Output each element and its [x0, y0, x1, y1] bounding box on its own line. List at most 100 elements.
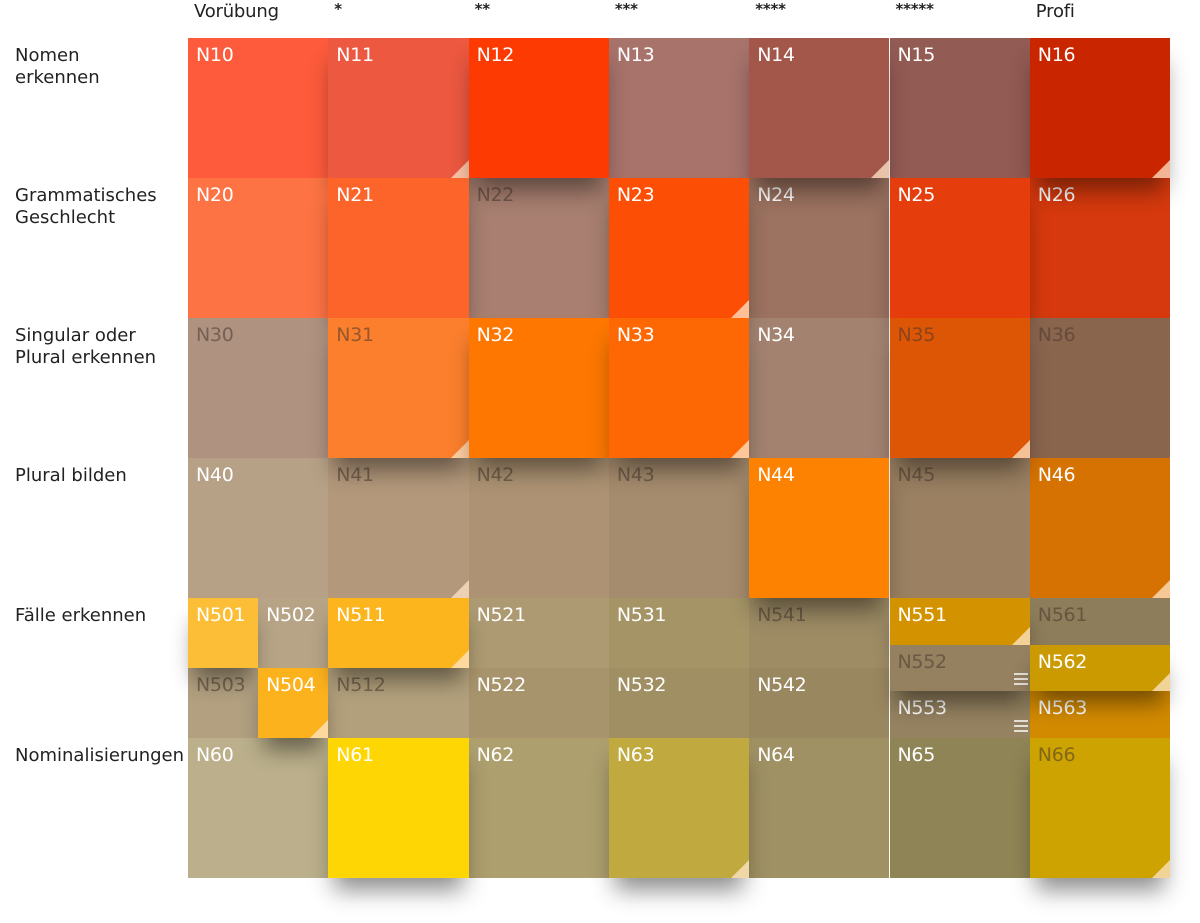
column-label-5: ***** — [895, 0, 934, 18]
exercise-tile-n66[interactable]: N66 — [1029, 738, 1171, 878]
exercise-tile-n21[interactable]: N21 — [328, 178, 469, 318]
exercise-tile-label: N15 — [897, 44, 936, 66]
exercise-tile-n551[interactable]: N551 — [889, 598, 1030, 645]
exercise-tile-label: N563 — [1037, 697, 1088, 720]
exercise-tile-label: N541 — [757, 604, 807, 626]
exercise-tile-n64[interactable]: N64 — [749, 738, 890, 878]
exercise-tile-n43[interactable]: N43 — [608, 458, 750, 598]
exercise-tile-label: N33 — [616, 324, 655, 346]
exercise-tile-n13[interactable]: N13 — [608, 38, 750, 178]
exercise-tile-n531[interactable]: N531 — [608, 598, 750, 668]
exercise-tile-label: N46 — [1037, 464, 1076, 486]
exercise-tile-n532[interactable]: N532 — [608, 668, 750, 738]
exercise-tile-label: N522 — [476, 674, 527, 696]
page-curl-icon — [731, 860, 750, 878]
menu-lines-icon[interactable] — [1013, 673, 1028, 686]
exercise-tile-n65[interactable]: N65 — [889, 738, 1030, 878]
exercise-tile-n44[interactable]: N44 — [749, 458, 890, 598]
exercise-tile-n542[interactable]: N542 — [749, 668, 890, 738]
exercise-tile-n31[interactable]: N31 — [328, 318, 469, 458]
exercise-tile-label: N30 — [196, 324, 234, 346]
page-curl-icon — [731, 300, 750, 318]
exercise-tile-n11[interactable]: N11 — [328, 38, 469, 178]
exercise-tile-n562[interactable]: N562 — [1029, 644, 1171, 692]
exercise-tile-n12[interactable]: N12 — [468, 38, 609, 178]
exercise-tile-label: N13 — [616, 44, 655, 66]
exercise-tile-n503[interactable]: N503 — [188, 668, 259, 738]
exercise-tile-n22[interactable]: N22 — [468, 178, 609, 318]
page-curl-icon — [450, 580, 469, 598]
exercise-tile-label: N12 — [476, 44, 515, 66]
exercise-tile-label: N63 — [616, 744, 655, 766]
exercise-tile-n42[interactable]: N42 — [468, 458, 609, 598]
exercise-tile-n541[interactable]: N541 — [749, 598, 890, 668]
exercise-tile-n512[interactable]: N512 — [328, 668, 469, 738]
exercise-tile-label: N20 — [196, 184, 234, 206]
page-curl-icon — [310, 720, 329, 738]
exercise-tile-n36[interactable]: N36 — [1029, 318, 1171, 458]
exercise-tile-label: N11 — [336, 44, 374, 66]
exercise-tile-n561[interactable]: N561 — [1029, 598, 1171, 645]
exercise-tile-label: N25 — [897, 184, 936, 206]
exercise-tile-n35[interactable]: N35 — [889, 318, 1030, 458]
exercise-tile-label: N45 — [897, 464, 936, 486]
exercise-tile-label: N34 — [757, 324, 795, 346]
exercise-tile-n32[interactable]: N32 — [468, 318, 609, 458]
exercise-tile-n15[interactable]: N15 — [889, 38, 1030, 178]
page-curl-icon — [450, 160, 469, 178]
exercise-tile-n62[interactable]: N62 — [468, 738, 609, 878]
exercise-tile-n521[interactable]: N521 — [468, 598, 609, 668]
exercise-tile-n25[interactable]: N25 — [889, 178, 1030, 318]
exercise-tile-label: N512 — [336, 674, 386, 696]
exercise-tile-label: N542 — [757, 674, 807, 696]
exercise-tile-n60[interactable]: N60 — [188, 738, 329, 878]
exercise-tile-n40[interactable]: N40 — [188, 458, 329, 598]
exercise-tile-label: N64 — [757, 744, 795, 766]
exercise-tile-n34[interactable]: N34 — [749, 318, 890, 458]
page-curl-icon — [1011, 440, 1030, 458]
exercise-tile-label: N21 — [336, 184, 374, 206]
row-label-1: Nomen erkennen — [15, 45, 100, 88]
exercise-tile-label: N561 — [1037, 604, 1088, 626]
row-label-3: Singular oder Plural erkennen — [15, 325, 157, 368]
exercise-tile-n522[interactable]: N522 — [468, 668, 609, 738]
menu-lines-icon[interactable] — [1013, 719, 1028, 732]
exercise-tile-n20[interactable]: N20 — [188, 178, 329, 318]
page-curl-icon — [731, 440, 750, 458]
exercise-tile-label: N22 — [476, 184, 515, 206]
exercise-tile-n26[interactable]: N26 — [1029, 178, 1171, 318]
column-label-3: *** — [614, 0, 638, 18]
column-label-6: Profi — [1035, 1, 1075, 22]
exercise-tile-label: N562 — [1037, 650, 1088, 673]
exercise-tile-n63[interactable]: N63 — [608, 738, 750, 878]
exercise-tile-n61[interactable]: N61 — [328, 738, 469, 878]
exercise-tile-n10[interactable]: N10 — [188, 38, 329, 178]
exercise-tile-n563[interactable]: N563 — [1029, 691, 1171, 738]
exercise-tile-label: N23 — [616, 184, 655, 206]
exercise-tile-n45[interactable]: N45 — [889, 458, 1030, 598]
exercise-tile-label: N521 — [476, 604, 527, 626]
page-curl-icon — [871, 160, 890, 178]
exercise-tile-label: N32 — [476, 324, 515, 346]
exercise-tile-n30[interactable]: N30 — [188, 318, 329, 458]
exercise-tile-n502[interactable]: N502 — [258, 598, 329, 668]
exercise-tile-n504[interactable]: N504 — [258, 668, 329, 738]
exercise-tile-n511[interactable]: N511 — [328, 598, 469, 668]
exercise-tile-n24[interactable]: N24 — [749, 178, 890, 318]
exercise-tile-n16[interactable]: N16 — [1029, 38, 1171, 178]
exercise-tile-n501[interactable]: N501 — [188, 598, 259, 668]
exercise-tile-label: N35 — [897, 324, 936, 346]
exercise-tile-n46[interactable]: N46 — [1029, 458, 1171, 598]
exercise-tile-n41[interactable]: N41 — [328, 458, 469, 598]
exercise-tile-n33[interactable]: N33 — [608, 318, 750, 458]
exercise-tile-label: N65 — [897, 744, 936, 766]
exercise-tile-n552[interactable]: N552 — [889, 644, 1030, 692]
page-curl-icon — [1152, 673, 1171, 692]
exercise-tile-label: N42 — [476, 464, 515, 486]
exercise-tile-n23[interactable]: N23 — [608, 178, 750, 318]
exercise-tile-n14[interactable]: N14 — [749, 38, 890, 178]
exercise-tile-label: N553 — [897, 697, 948, 720]
page-curl-icon — [450, 440, 469, 458]
exercise-tile-n553[interactable]: N553 — [889, 691, 1030, 738]
exercise-tile-label: N502 — [266, 604, 316, 626]
